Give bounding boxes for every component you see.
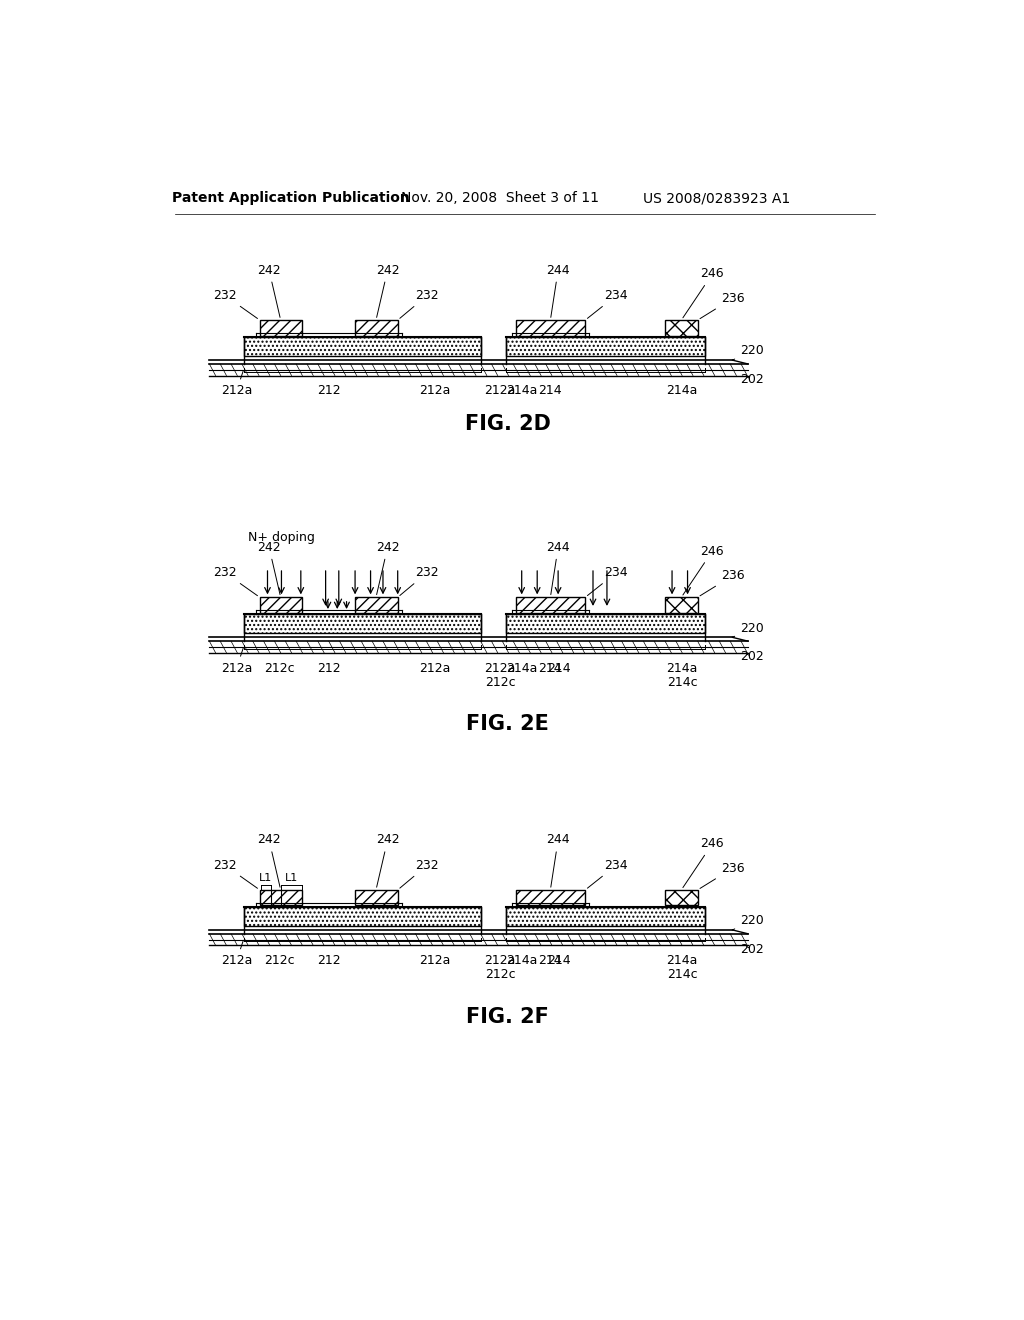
Text: 232: 232	[399, 859, 439, 888]
Text: 212: 212	[316, 384, 341, 397]
Text: 214c: 214c	[667, 676, 697, 689]
Text: 212a: 212a	[419, 384, 451, 397]
Bar	[506, 614, 706, 634]
Text: FIG. 2F: FIG. 2F	[466, 1007, 549, 1027]
Bar	[665, 597, 697, 612]
Text: 242: 242	[376, 264, 399, 317]
Text: 242: 242	[257, 833, 281, 887]
Text: 212: 212	[316, 954, 341, 968]
Text: 212: 212	[316, 661, 341, 675]
Bar	[665, 321, 697, 335]
Text: 212a: 212a	[484, 661, 516, 675]
Bar	[260, 321, 302, 335]
Text: 214: 214	[547, 954, 570, 968]
Text: 212a: 212a	[484, 954, 516, 968]
Text: 212a: 212a	[221, 940, 252, 968]
Text: 214a: 214a	[667, 384, 697, 397]
Text: 214a: 214a	[506, 954, 538, 968]
Text: 212c: 212c	[264, 954, 295, 968]
Text: 246: 246	[683, 837, 724, 887]
Bar	[665, 890, 697, 906]
Text: 232: 232	[399, 289, 439, 318]
Text: 242: 242	[376, 541, 399, 594]
Text: N+ doping: N+ doping	[248, 531, 315, 544]
Text: 232: 232	[213, 566, 257, 595]
Bar	[355, 890, 397, 906]
Bar	[515, 597, 586, 612]
Text: 212a: 212a	[221, 371, 252, 397]
Text: FIG. 2D: FIG. 2D	[465, 414, 551, 434]
Bar	[245, 337, 480, 356]
Bar	[355, 321, 397, 335]
Text: 214: 214	[539, 384, 562, 397]
Text: 214a: 214a	[667, 661, 697, 675]
Text: 246: 246	[683, 268, 724, 318]
Text: 232: 232	[399, 566, 439, 595]
Text: US 2008/0283923 A1: US 2008/0283923 A1	[643, 191, 791, 206]
Text: 220: 220	[732, 622, 764, 638]
Text: 234: 234	[588, 859, 628, 888]
Text: 212a: 212a	[221, 648, 252, 675]
Text: 214a: 214a	[506, 384, 538, 397]
Text: L1: L1	[285, 873, 298, 883]
Text: 236: 236	[700, 569, 744, 595]
Text: 212c: 212c	[264, 661, 295, 675]
Text: L1: L1	[258, 873, 271, 883]
Text: 242: 242	[376, 833, 399, 887]
Text: 242: 242	[257, 541, 281, 594]
Text: FIG. 2E: FIG. 2E	[466, 714, 549, 734]
Bar	[515, 890, 586, 906]
Text: 212c: 212c	[484, 968, 515, 981]
Text: 234: 234	[588, 289, 628, 318]
Bar	[245, 614, 480, 634]
Text: 202: 202	[740, 942, 764, 956]
Bar	[506, 337, 706, 356]
Text: 212c: 212c	[484, 676, 515, 689]
Text: 212a: 212a	[419, 661, 451, 675]
Text: 236: 236	[700, 862, 744, 888]
Bar	[260, 890, 302, 906]
Text: 236: 236	[700, 292, 744, 318]
Text: 244: 244	[547, 833, 570, 887]
Text: 232: 232	[213, 289, 257, 318]
Text: 214c: 214c	[667, 968, 697, 981]
Text: 214a: 214a	[667, 954, 697, 968]
Text: 214: 214	[539, 954, 562, 968]
Text: 244: 244	[547, 264, 570, 317]
Text: 234: 234	[588, 566, 628, 595]
Text: 246: 246	[683, 545, 724, 595]
Text: 202: 202	[740, 649, 764, 663]
Bar	[355, 597, 397, 612]
Bar	[260, 597, 302, 612]
Text: 214: 214	[547, 661, 570, 675]
Text: 202: 202	[740, 372, 764, 385]
Text: 212a: 212a	[419, 954, 451, 968]
Text: 232: 232	[213, 859, 257, 888]
Text: 220: 220	[732, 345, 764, 360]
Text: 212a: 212a	[484, 384, 516, 397]
Text: 244: 244	[547, 541, 570, 594]
Bar	[515, 321, 586, 335]
Text: 214: 214	[539, 661, 562, 675]
Text: 220: 220	[732, 915, 764, 929]
Bar	[245, 907, 480, 927]
Text: Nov. 20, 2008  Sheet 3 of 11: Nov. 20, 2008 Sheet 3 of 11	[401, 191, 599, 206]
Text: Patent Application Publication: Patent Application Publication	[172, 191, 410, 206]
Text: 214a: 214a	[506, 661, 538, 675]
Bar	[506, 907, 706, 927]
Text: 242: 242	[257, 264, 281, 317]
